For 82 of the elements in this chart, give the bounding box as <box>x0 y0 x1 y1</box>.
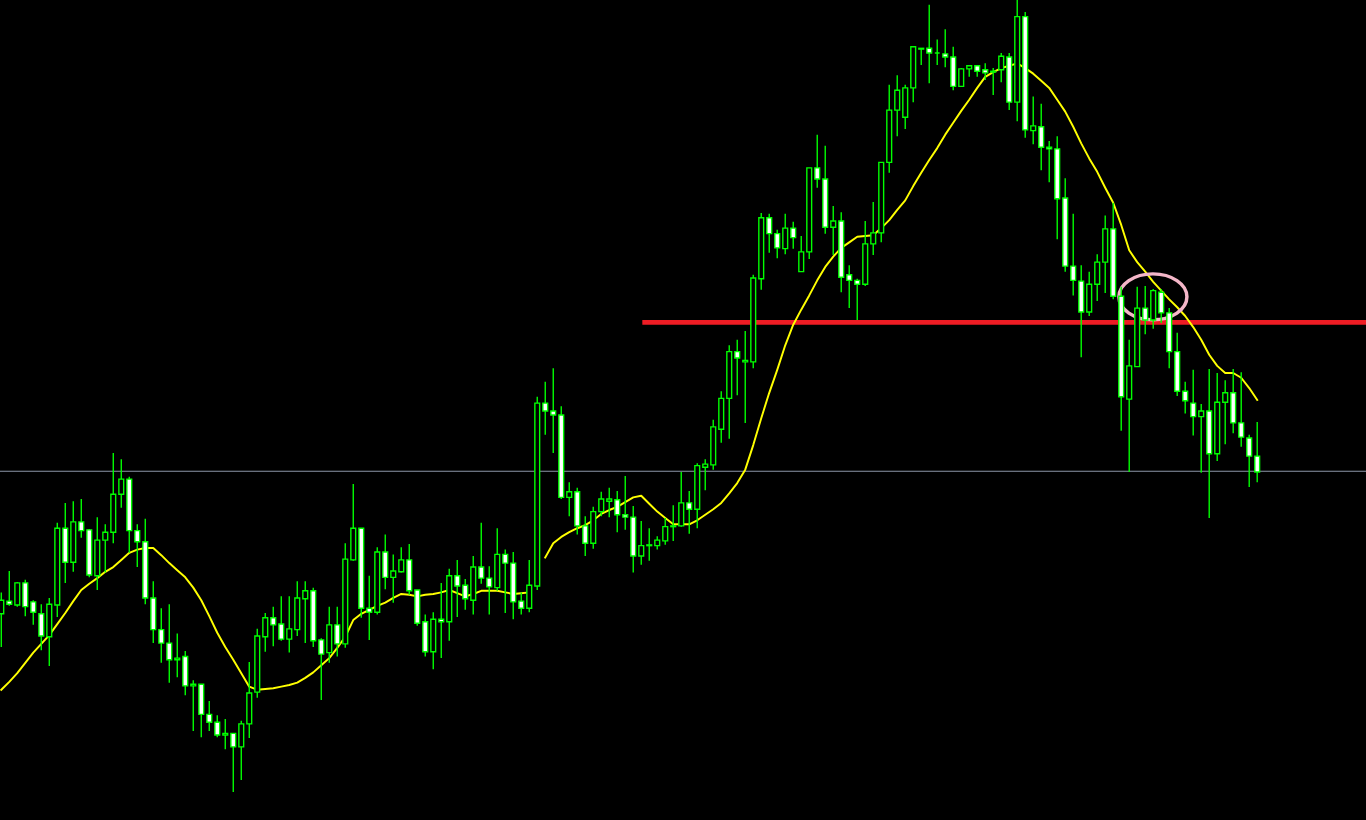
candlestick <box>1182 381 1189 415</box>
candlestick <box>334 605 341 658</box>
candlestick <box>702 458 709 491</box>
candlestick <box>1046 140 1053 183</box>
candlestick <box>566 481 573 518</box>
candlestick <box>1198 403 1205 474</box>
candlestick <box>14 581 21 608</box>
candlestick <box>238 719 245 781</box>
candlestick <box>1222 379 1229 445</box>
candlestick <box>1158 288 1165 324</box>
candlestick <box>606 487 613 518</box>
candlestick <box>742 330 749 424</box>
candlestick <box>526 559 533 613</box>
candlestick <box>454 559 461 618</box>
candlestick <box>926 4 933 84</box>
candlestick <box>622 475 629 531</box>
candlestick <box>582 515 589 557</box>
candlestick <box>486 565 493 616</box>
candlestick <box>118 458 125 509</box>
candlestick <box>678 471 685 528</box>
candlestick <box>790 221 797 250</box>
candlestick <box>854 278 861 321</box>
candlestick <box>542 381 549 436</box>
candlestick <box>158 607 165 664</box>
candlestick <box>22 579 29 617</box>
candlestick <box>670 504 677 542</box>
candlestick <box>30 599 37 626</box>
candlestick <box>894 74 901 137</box>
candlestick <box>1094 253 1101 302</box>
candlestick <box>230 732 237 793</box>
candlestick <box>270 605 277 647</box>
candlestick <box>102 523 109 574</box>
candlestick <box>38 603 45 651</box>
candlestick <box>262 612 269 653</box>
candlestick <box>174 632 181 678</box>
candlestick <box>1254 421 1261 484</box>
candlestick <box>286 595 293 654</box>
candlestick <box>1190 369 1197 437</box>
candlestick <box>814 133 821 189</box>
candlestick <box>734 339 741 396</box>
candlestick <box>366 575 373 641</box>
candlestick <box>638 520 645 566</box>
candlestick <box>1246 434 1253 488</box>
candlestick <box>214 714 221 739</box>
candlestick <box>830 205 837 256</box>
candlestick <box>1142 285 1149 335</box>
candlestick <box>686 490 693 535</box>
candlestick <box>478 522 485 585</box>
candlestick <box>78 498 85 539</box>
candlestick <box>206 700 213 732</box>
candlestick <box>598 491 605 518</box>
candlestick <box>190 679 197 732</box>
candlestick <box>518 591 525 616</box>
candlestick <box>1038 103 1045 171</box>
candlestick <box>302 580 309 644</box>
candlestick <box>646 527 653 562</box>
candlestick <box>662 517 669 546</box>
candlestick <box>6 570 13 607</box>
candlestick <box>1238 371 1245 448</box>
candlestick <box>782 213 789 255</box>
candlestick <box>1030 95 1037 145</box>
candlestick <box>614 490 621 533</box>
candlestick <box>958 67 965 88</box>
candlestick <box>942 28 949 69</box>
candlestick <box>1070 213 1077 297</box>
candlestick <box>222 718 229 750</box>
candlestick <box>990 67 997 96</box>
candlestick <box>502 548 509 614</box>
candlestick <box>766 213 773 254</box>
candlestick <box>390 553 397 604</box>
candlestick <box>134 523 141 568</box>
candlestick <box>166 603 173 684</box>
candlestick <box>318 637 325 701</box>
candlestick <box>870 201 877 256</box>
candlestick <box>846 264 853 309</box>
candlestick <box>398 546 405 574</box>
candlestick <box>774 228 781 259</box>
candlestick <box>998 52 1005 84</box>
candlestick <box>798 235 805 273</box>
candlestick <box>278 595 285 642</box>
candlestick <box>462 578 469 611</box>
candlestick <box>550 367 557 454</box>
